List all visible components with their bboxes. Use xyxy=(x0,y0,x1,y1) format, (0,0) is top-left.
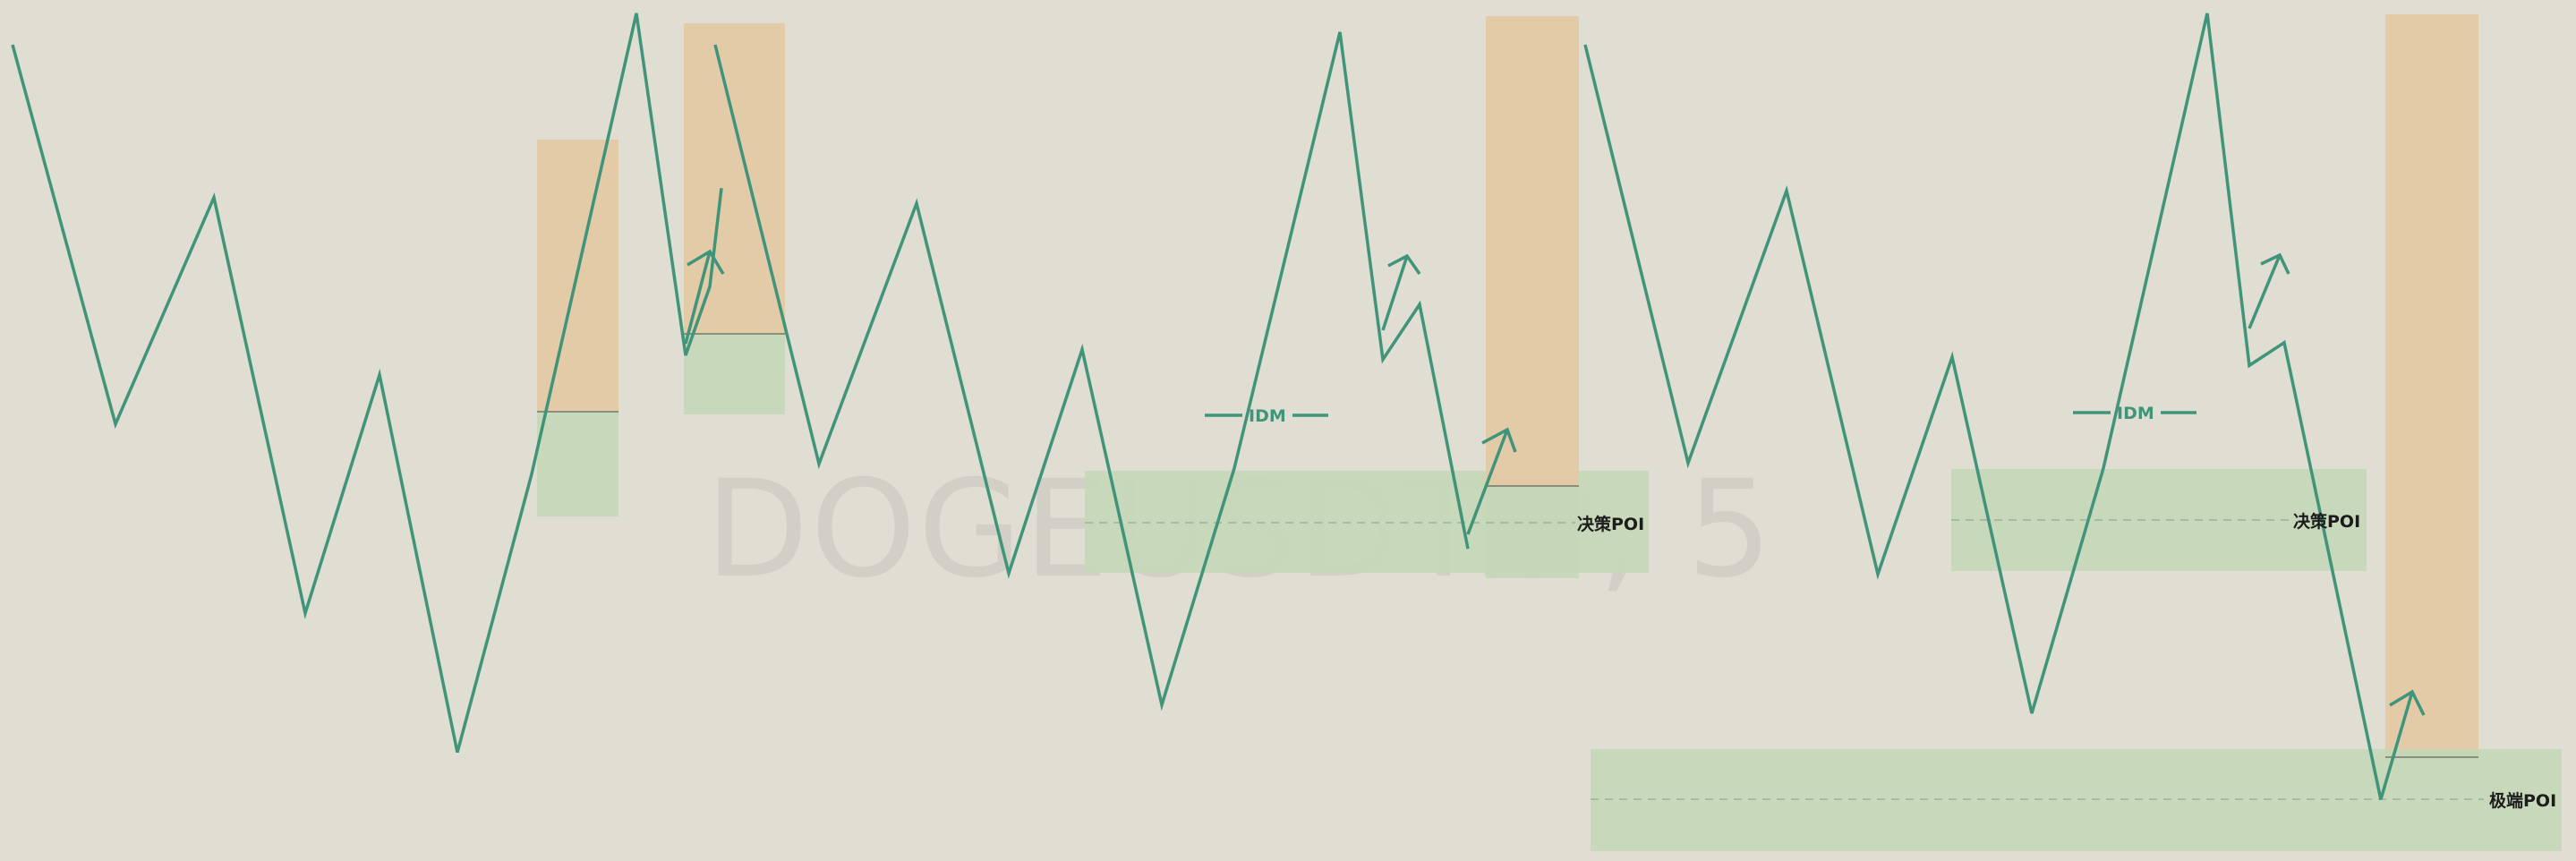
idm-label: IDM xyxy=(2117,404,2154,423)
extreme-poi-label: 极端POI xyxy=(2489,790,2556,811)
price-line xyxy=(11,13,723,754)
arrow-shaft xyxy=(2248,254,2282,329)
supply-zone xyxy=(2385,14,2478,757)
arrow-shaft xyxy=(684,251,712,345)
idm-label: IDM xyxy=(1249,406,1286,426)
demand-zone xyxy=(1486,486,1579,578)
decision-poi-label: 决策POI xyxy=(2293,511,2360,532)
price-lines-layer xyxy=(11,13,2383,801)
price-line xyxy=(713,31,1470,712)
dashed-lines-layer xyxy=(1085,519,2484,800)
arrow-shaft xyxy=(1381,255,1409,331)
extreme-poi-zone xyxy=(1591,749,2562,851)
idm-group-2: IDM xyxy=(2073,404,2196,423)
supply-zone xyxy=(1486,16,1579,486)
arrow-shaft xyxy=(1466,429,1509,535)
arrows-layer xyxy=(684,249,2426,800)
demand-zone xyxy=(537,412,618,516)
price-line xyxy=(1583,13,2383,801)
zones-layer xyxy=(537,14,2562,851)
arrow-shaft xyxy=(2379,691,2414,800)
idm-group-1: IDM xyxy=(1205,406,1328,426)
decision-poi-label: 决策POI xyxy=(1577,514,1644,534)
demand-zone xyxy=(684,334,785,414)
